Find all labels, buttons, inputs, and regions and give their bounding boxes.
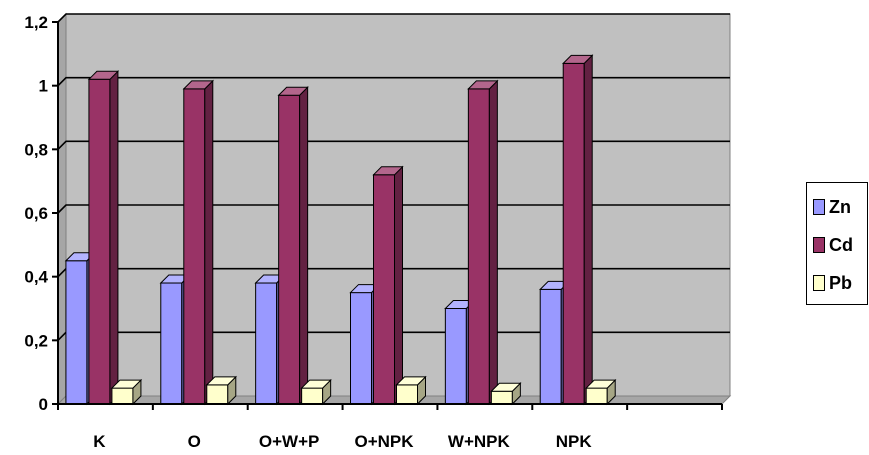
bar <box>467 79 499 406</box>
y-tick-label: 0,6 <box>24 204 48 223</box>
bar-side <box>109 70 119 406</box>
bar-front <box>183 88 206 405</box>
bar <box>490 382 522 406</box>
legend: Zn Cd Pb <box>806 182 868 305</box>
bar-front <box>301 387 324 405</box>
x-tick-label: NPK <box>556 432 593 450</box>
bar-front <box>65 260 88 405</box>
bar <box>205 375 237 406</box>
bar-front <box>88 78 111 405</box>
x-tick-label: O+W+P <box>259 432 319 450</box>
bar-side <box>204 79 214 406</box>
y-tick-label: 1,2 <box>24 13 48 32</box>
bar <box>585 378 617 406</box>
legend-item-cd: Cd <box>813 235 853 255</box>
gridline <box>57 76 730 87</box>
bar-top <box>205 376 237 386</box>
bar-front <box>373 174 395 405</box>
bar <box>395 375 427 406</box>
bar <box>300 378 332 406</box>
bar <box>87 70 120 406</box>
bar-front <box>350 292 372 405</box>
legend-label-pb: Pb <box>829 273 853 293</box>
bar-top <box>277 86 309 96</box>
y-tick-label: 0,8 <box>24 140 48 159</box>
bar-top <box>585 379 617 389</box>
bar-top <box>490 382 522 392</box>
bar-side <box>583 54 593 406</box>
legend-label-cd: Cd <box>829 235 853 255</box>
bar-front <box>444 308 467 405</box>
y-tick-label: 1 <box>39 77 48 96</box>
y-tick-labels: 0 0,2 0,4 0,6 0,8 1 1,2 <box>24 13 48 414</box>
legend-swatch-pb <box>813 275 825 291</box>
bar-top <box>300 379 332 389</box>
legend-item-zn: Zn <box>813 197 851 217</box>
bar <box>277 86 309 406</box>
y-tick-label: 0,4 <box>24 268 48 287</box>
bar-top <box>562 54 594 64</box>
x-tick-label: O <box>188 432 201 450</box>
x-tick-labels: K O O+W+P O+NPK W+NPK NPK <box>93 432 593 451</box>
legend-swatch-zn <box>813 199 825 215</box>
y-tick-label: 0,2 <box>24 331 48 350</box>
bar-side <box>394 165 403 406</box>
bar-top <box>372 166 404 176</box>
bar-top <box>87 70 120 80</box>
bar-side <box>488 79 498 406</box>
bar-front <box>396 384 418 405</box>
bar-front <box>206 384 229 405</box>
bar-side <box>299 86 309 406</box>
bar-front <box>585 387 608 405</box>
bar <box>182 79 214 406</box>
x-tick-label: W+NPK <box>448 432 511 450</box>
bar-top <box>182 80 214 90</box>
bar-front <box>562 62 585 405</box>
x-tick-label: O+NPK <box>354 432 414 450</box>
bar-front <box>539 288 562 405</box>
axes <box>52 21 723 410</box>
legend-item-pb: Pb <box>813 273 852 293</box>
bar-front <box>467 88 490 405</box>
gridline <box>57 204 730 214</box>
bar <box>562 54 594 406</box>
gridline <box>57 140 730 150</box>
bars <box>64 54 617 406</box>
bar <box>372 165 404 406</box>
bar-top <box>467 80 499 90</box>
gridline <box>57 13 730 23</box>
bar-front <box>278 94 301 405</box>
bar-front <box>255 282 278 405</box>
legend-label-zn: Zn <box>829 197 851 217</box>
bar-top <box>395 376 427 386</box>
bar-top <box>110 379 143 389</box>
y-tick-label: 0 <box>39 395 48 414</box>
legend-swatch-cd <box>813 237 825 253</box>
bar-front <box>160 282 183 405</box>
bar-front <box>490 390 513 405</box>
bar <box>110 378 143 406</box>
x-tick-label: K <box>93 432 106 450</box>
bar-front <box>111 387 134 405</box>
